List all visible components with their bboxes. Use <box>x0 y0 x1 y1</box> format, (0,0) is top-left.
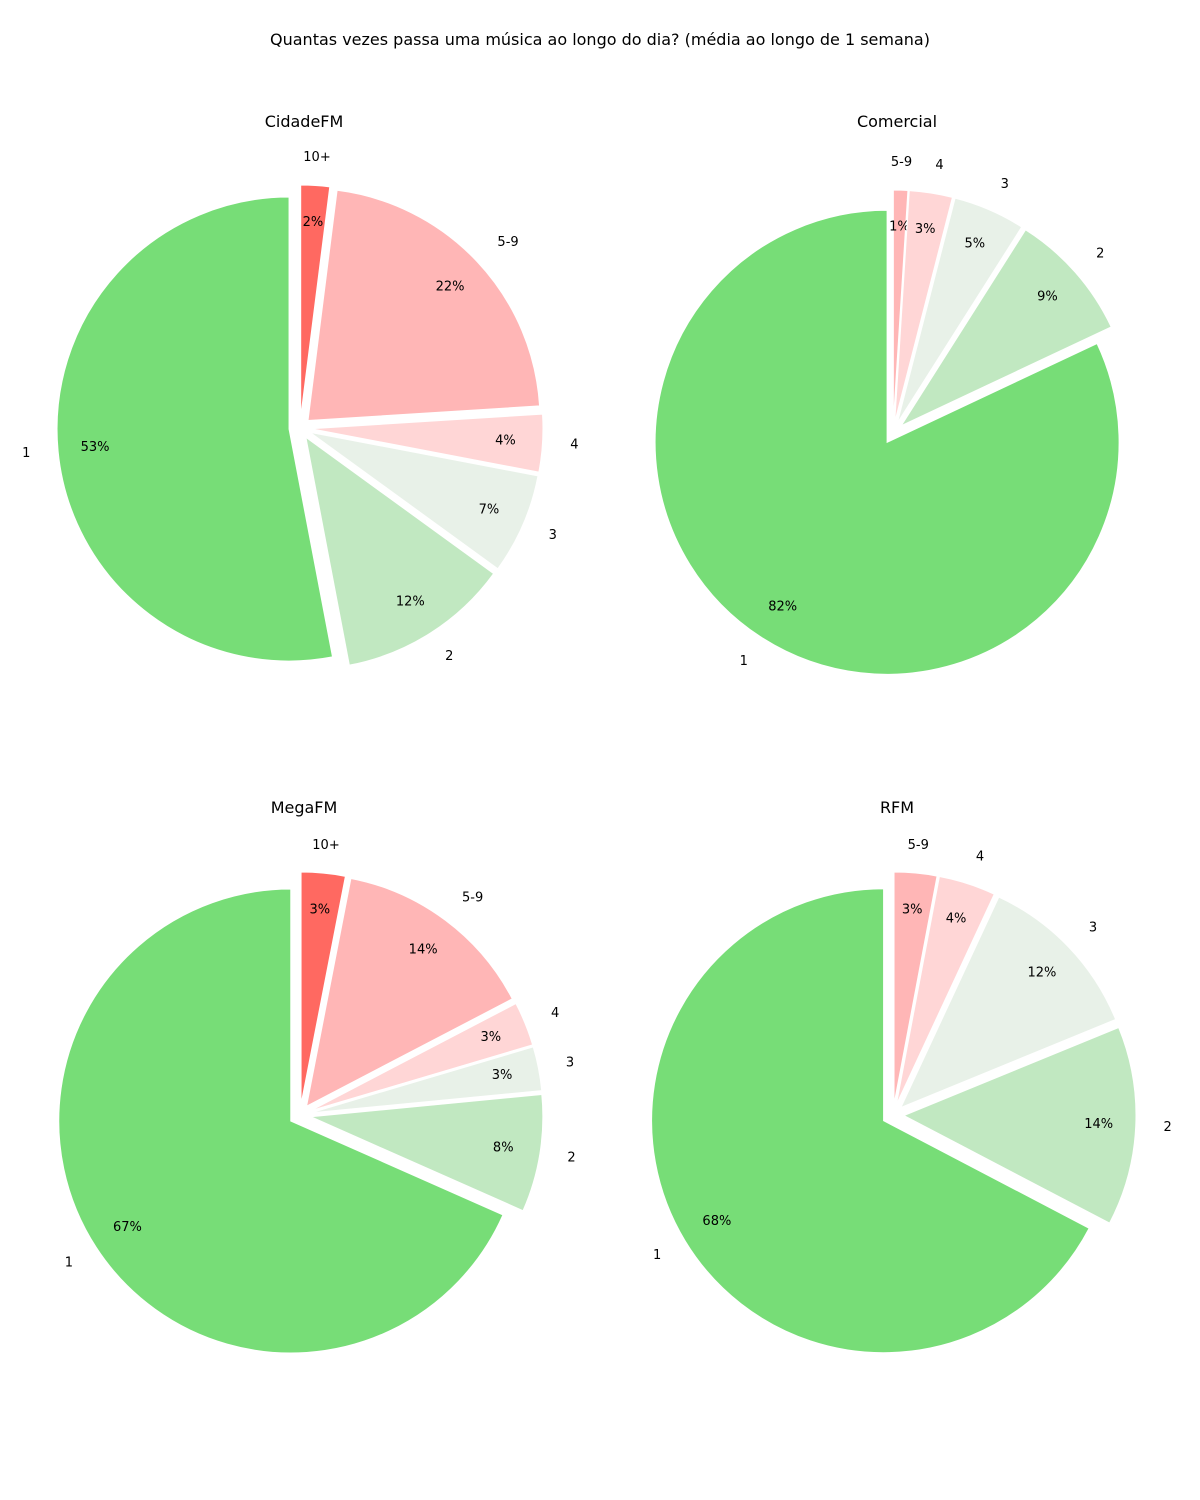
pie-category-label-rfm-5-9: 5-9 <box>908 838 929 853</box>
pie-slice-rfm-2 <box>902 1026 1137 1224</box>
pie-pct-label-comercial-2: 9% <box>1037 289 1058 304</box>
pie-slice-comercial-4 <box>894 190 954 423</box>
pie-title-comercial: Comercial <box>857 112 937 131</box>
pie-slice-cidadefm-1 <box>56 196 334 662</box>
pie-pct-label-rfm-5-9: 3% <box>902 903 923 918</box>
pie-slice-cidadefm-10plus <box>300 184 331 418</box>
pie-pct-label-megafm-10plus: 3% <box>309 903 330 918</box>
pie-category-label-comercial-4: 4 <box>935 158 943 173</box>
pie-category-label-rfm-2: 2 <box>1164 1120 1172 1135</box>
pie-category-label-megafm-3: 3 <box>566 1056 574 1071</box>
pie-slice-megafm-3 <box>310 1046 543 1114</box>
pie-category-label-comercial-3: 3 <box>1001 177 1009 192</box>
pie-title-cidadefm: CidadeFM <box>265 112 344 131</box>
pie-panel-comercial: Comercial 1% 5-9 3% 4 5% 3 9% 2 82% 1 <box>654 112 1120 675</box>
pie-pct-label-rfm-3: 12% <box>1027 965 1056 980</box>
pie-category-label-comercial-5-9: 5-9 <box>891 155 912 170</box>
pie-category-label-megafm-2: 2 <box>567 1151 575 1166</box>
pie-slice-rfm-1 <box>651 888 1090 1354</box>
pie-category-label-cidadefm-2: 2 <box>445 649 453 664</box>
pie-pct-label-megafm-5-9: 14% <box>409 943 438 958</box>
pie-slice-rfm-4 <box>895 875 995 1105</box>
pie-pct-label-megafm-4: 3% <box>481 1030 502 1045</box>
pie-pct-label-comercial-3: 5% <box>964 237 985 252</box>
pie-category-label-cidadefm-10plus: 10+ <box>303 150 330 165</box>
pie-slice-rfm-3 <box>899 896 1117 1109</box>
pie-slice-megafm-1 <box>58 888 504 1354</box>
pie-pct-label-rfm-2: 14% <box>1084 1117 1113 1132</box>
pie-slice-cidadefm-4 <box>310 413 544 473</box>
pie-category-label-comercial-1: 1 <box>740 654 748 669</box>
pie-category-label-comercial-2: 2 <box>1096 246 1104 261</box>
pie-pct-label-cidadefm-1: 53% <box>81 440 110 455</box>
pie-category-label-rfm-3: 3 <box>1089 921 1097 936</box>
pie-pct-label-cidadefm-10plus: 2% <box>303 215 324 230</box>
pie-title-rfm: RFM <box>880 798 914 817</box>
pie-slice-comercial-3 <box>896 197 1023 424</box>
pie-slice-megafm-5-9 <box>305 877 513 1108</box>
pie-pct-label-cidadefm-5-9: 22% <box>436 280 465 295</box>
pie-category-label-megafm-4: 4 <box>551 1006 559 1021</box>
pie-slice-cidadefm-3 <box>309 431 539 570</box>
pie-panel-rfm: RFM 3% 5-9 4% 4 12% 3 14% 2 68% 1 <box>651 798 1172 1354</box>
pie-pct-label-megafm-3: 3% <box>492 1068 513 1083</box>
pie-category-label-cidadefm-3: 3 <box>549 528 557 543</box>
pie-slice-comercial-1 <box>654 209 1120 675</box>
pie-slice-cidadefm-5-9 <box>307 189 541 422</box>
pie-slice-comercial-5-9 <box>892 189 909 423</box>
pie-title-megafm: MegaFM <box>271 798 338 817</box>
pie-category-label-cidadefm-5-9: 5-9 <box>497 235 518 250</box>
pie-slice-megafm-4 <box>309 1002 534 1112</box>
pie-category-label-megafm-1: 1 <box>65 1255 73 1270</box>
pie-category-label-megafm-10plus: 10+ <box>312 838 339 853</box>
pie-pct-label-cidadefm-4: 4% <box>495 433 516 448</box>
pie-pct-label-comercial-4: 3% <box>915 222 936 237</box>
pie-slice-rfm-5-9 <box>893 871 938 1105</box>
pie-slice-megafm-2 <box>308 1093 544 1212</box>
pie-pct-label-cidadefm-2: 12% <box>396 594 425 609</box>
pie-panel-megafm: MegaFM 3% 10+ 14% 5-9 3% 4 3% 3 8% 2 67% 1 <box>58 798 576 1354</box>
pie-panel-cidadefm: CidadeFM 2% 10+ 22% 5-9 4% 4 7% 3 12% 2 53% 1 <box>22 112 579 666</box>
pie-pct-label-comercial-5-9: 1% <box>889 220 910 235</box>
pie-pct-label-comercial-1: 82% <box>768 599 797 614</box>
pie-slice-megafm-10plus <box>300 871 346 1105</box>
pie-category-label-megafm-5-9: 5-9 <box>462 890 483 905</box>
pie-pct-label-megafm-1: 67% <box>113 1220 142 1235</box>
pie-category-label-cidadefm-1: 1 <box>22 446 30 461</box>
figure-suptitle: Quantas vezes passa uma música ao longo … <box>270 30 930 49</box>
pie-category-label-cidadefm-4: 4 <box>570 438 578 453</box>
pie-pct-label-cidadefm-3: 7% <box>479 502 500 517</box>
pie-slice-cidadefm-2 <box>305 436 495 666</box>
pie-slice-comercial-2 <box>899 229 1112 427</box>
pie-pct-label-megafm-2: 8% <box>493 1140 514 1155</box>
pie-pct-label-rfm-4: 4% <box>946 911 967 926</box>
pie-pct-label-rfm-1: 68% <box>702 1214 731 1229</box>
pie-category-label-rfm-4: 4 <box>976 850 984 865</box>
pie-category-label-rfm-1: 1 <box>653 1248 661 1263</box>
